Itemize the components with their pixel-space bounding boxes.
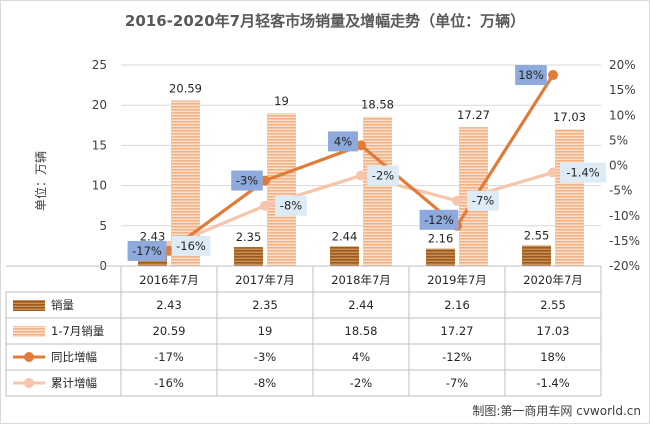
- x-category-label: 2017年7月: [235, 273, 295, 287]
- cum-label: -16%: [176, 239, 206, 253]
- yoy-label: -12%: [424, 213, 454, 227]
- table-cell: 18%: [540, 350, 566, 364]
- y2-tick-label: -20%: [609, 259, 640, 273]
- table-cell: 18.58: [345, 324, 378, 338]
- y2-tick-label: -5%: [609, 184, 632, 198]
- bar-monthly-label: 2.55: [524, 228, 550, 242]
- table-cell: 4%: [352, 350, 370, 364]
- yoy-label-box: [231, 170, 263, 191]
- table-cell: -1.4%: [536, 376, 569, 390]
- chart-title: 2016-2020年7月轻客市场销量及增幅走势（单位：万辆）: [125, 12, 525, 30]
- bar-ytd: [363, 116, 392, 267]
- yoy-label: 18%: [518, 68, 544, 82]
- bar-monthly: [234, 247, 263, 266]
- cum-growth-point: [260, 200, 270, 211]
- table-cell: -16%: [154, 376, 184, 390]
- table-cell: 2.35: [252, 298, 278, 312]
- table-cell: -3%: [254, 350, 276, 364]
- bar-ytd: [267, 113, 296, 267]
- cum-label-box: [367, 165, 399, 186]
- yoy-label: -17%: [132, 244, 162, 258]
- y-axis-label: 单位：万辆: [33, 151, 48, 211]
- y2-tick-label: -10%: [609, 209, 640, 223]
- yoy-growth-point: [548, 70, 558, 81]
- cum-label-box: [171, 235, 211, 256]
- legend-label: 累计增幅: [51, 376, 97, 390]
- cum-label-box: [560, 162, 606, 183]
- cum-label: -2%: [372, 169, 394, 183]
- legend-label: 1-7月销量: [51, 324, 104, 338]
- yoy-label-box: [328, 131, 358, 152]
- y-tick-label: 20: [92, 98, 107, 112]
- y2-tick-label: 15%: [609, 83, 636, 97]
- table-cell: 17.03: [537, 324, 570, 338]
- yoy-label-box: [515, 65, 547, 86]
- table-cell: 2.43: [156, 298, 182, 312]
- yoy-growth-point: [356, 140, 366, 151]
- bar-ytd-label: 19: [274, 94, 289, 108]
- bar-monthly-label: 2.16: [428, 232, 454, 246]
- yoy-growth-point: [164, 245, 174, 256]
- table-cell: 2.44: [348, 298, 374, 312]
- y-tick-label: 25: [92, 58, 107, 72]
- y-tick-label: 10: [92, 179, 107, 193]
- table-cell: -12%: [442, 350, 472, 364]
- table-cell: 20.59: [153, 324, 186, 338]
- bar-monthly-label: 2.43: [140, 229, 166, 243]
- y-tick-label: 15: [92, 138, 107, 152]
- y2-tick-label: 10%: [609, 108, 636, 122]
- table-cell: 17.27: [441, 324, 474, 338]
- table-cell: 19: [258, 324, 273, 338]
- cum-growth-point: [548, 167, 558, 178]
- legend-key-marker: [24, 378, 34, 388]
- yoy-label: 4%: [334, 134, 352, 148]
- bar-ytd: [555, 129, 584, 266]
- table-cell: 2.16: [444, 298, 470, 312]
- x-category-label: 2019年7月: [427, 273, 487, 287]
- legend-key-bar: [13, 300, 45, 311]
- bar-monthly: [330, 246, 359, 266]
- table-cell: -17%: [154, 350, 184, 364]
- cum-label-box: [467, 190, 499, 211]
- legend-label: 同比增幅: [51, 350, 97, 364]
- bar-ytd-label: 17.03: [553, 110, 586, 124]
- y2-tick-label: 0%: [609, 159, 628, 173]
- yoy-label-box: [127, 240, 167, 261]
- credit-text: 制图:第一商用车网 cvworld.cn: [472, 403, 641, 418]
- cum-label: -7%: [472, 194, 494, 208]
- x-category-label: 2020年7月: [523, 273, 583, 287]
- yoy-label: -3%: [236, 174, 258, 188]
- bar-monthly: [426, 248, 455, 266]
- legend-key-marker: [24, 352, 34, 362]
- bar-ytd-label: 17.27: [457, 108, 490, 122]
- cum-growth-point: [452, 195, 462, 206]
- cum-label: -8%: [280, 199, 302, 213]
- bar-ytd-label: 20.59: [169, 81, 202, 95]
- x-category-label: 2018年7月: [331, 273, 391, 287]
- bar-monthly: [522, 245, 551, 266]
- cum-label: -1.4%: [566, 166, 599, 180]
- bar-monthly-label: 2.35: [236, 230, 262, 244]
- bar-ytd-label: 18.58: [361, 98, 394, 112]
- y2-tick-label: 20%: [609, 58, 636, 72]
- y2-tick-label: -15%: [609, 234, 640, 248]
- legend-key-bar: [13, 326, 45, 337]
- y2-tick-label: 5%: [609, 133, 628, 147]
- y-tick-label: 5: [99, 219, 107, 233]
- table-cell: -2%: [350, 376, 372, 390]
- yoy-label-box: [419, 209, 459, 230]
- bar-monthly-label: 2.44: [332, 229, 358, 243]
- table-cell: -8%: [254, 376, 276, 390]
- table-cell: 2.55: [540, 298, 566, 312]
- x-category-label: 2016年7月: [139, 273, 199, 287]
- legend-label: 销量: [51, 298, 74, 312]
- table-cell: -7%: [446, 376, 468, 390]
- cum-label-box: [275, 195, 307, 216]
- cum-growth-point: [356, 170, 366, 181]
